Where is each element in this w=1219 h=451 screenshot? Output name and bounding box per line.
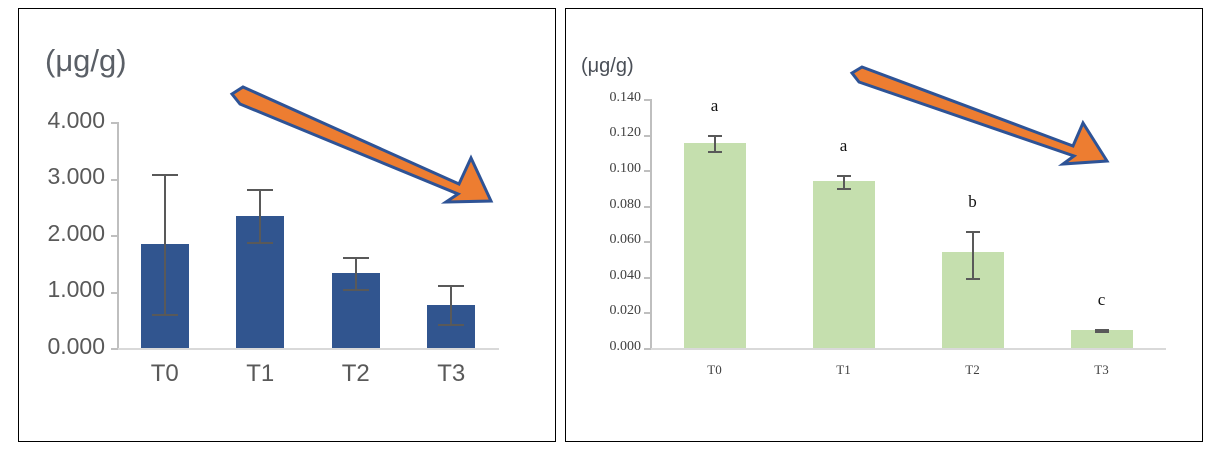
y-axis-tick-label: 0.060: [609, 232, 642, 248]
bar-t0[interactable]: [683, 143, 746, 348]
decreasing-trend-arrow-right: [849, 65, 1110, 166]
y-axis-line: [117, 122, 119, 349]
error-bar-cap-upper-t1: [247, 189, 274, 192]
error-bar-stem-t2: [971, 230, 974, 278]
x-axis-category-label-t3: T3: [437, 360, 466, 387]
error-bar-stem-t1: [259, 189, 262, 242]
bar-t3[interactable]: [1070, 330, 1133, 348]
y-axis-tick-label: 4.000: [47, 106, 105, 133]
error-bar-stem-t3: [450, 285, 453, 325]
error-bar-cap-lower-t3: [1094, 331, 1109, 334]
error-bar-cap-upper-t3: [438, 285, 465, 288]
bar-t1[interactable]: [812, 180, 875, 348]
error-bar-cap-lower-t0: [151, 314, 178, 317]
plot-area-left: (μg/g) 0.000 1.000 2.000 3.000 4.000 T0 T1 T2 T3: [19, 9, 555, 441]
x-axis-category-label-t0: T0: [707, 362, 722, 377]
error-bar-cap-lower-t2: [965, 277, 980, 280]
y-axis-tick-label: 1.000: [47, 276, 105, 303]
y-axis-tick: [644, 241, 651, 244]
y-axis-tick-label: 0.120: [609, 125, 642, 141]
error-bar-cap-upper-t0: [151, 173, 178, 176]
significance-letter-t1: a: [839, 135, 848, 155]
y-axis-tick-label: 2.000: [47, 219, 105, 246]
y-axis-tick: [644, 170, 651, 173]
y-axis-tick: [644, 99, 651, 101]
x-axis-category-label-t1: T1: [836, 362, 851, 377]
y-axis-tick: [644, 348, 651, 350]
y-axis-tick: [644, 276, 651, 279]
error-bar-cap-upper-t1: [836, 174, 851, 177]
error-bar-cap-upper-t2: [342, 257, 369, 260]
error-bar-cap-lower-t2: [342, 289, 369, 292]
y-axis-tick: [111, 348, 118, 350]
y-axis-tick-label: 0.140: [609, 89, 642, 105]
y-axis-tick: [111, 235, 118, 237]
y-axis-tick-label: 0.040: [609, 267, 642, 283]
y-axis-tick-label: 0.080: [609, 196, 642, 212]
plot-area-right: (μg/g) 0.000 0.020 0.040 0.060 0.080 0.100 0.1…: [566, 9, 1202, 441]
chart-panel-left: (μg/g) 0.000 1.000 2.000 3.000 4.000 T0 T1 T2 T3: [18, 8, 556, 442]
y-axis-tick-label: 3.000: [47, 163, 105, 190]
y-axis-unit-label-right: (μg/g): [581, 55, 634, 77]
error-bar-stem-t2: [354, 257, 357, 290]
y-axis-tick: [111, 122, 118, 124]
significance-letter-t3: c: [1097, 290, 1106, 310]
x-axis-category-label-t1: T1: [246, 360, 275, 387]
error-bar-cap-upper-t2: [965, 230, 980, 233]
error-bar-stem-t0: [713, 134, 716, 151]
significance-letter-t2: b: [968, 191, 977, 211]
y-axis-tick: [111, 178, 118, 181]
y-axis-unit-label-left: (μg/g): [45, 43, 127, 78]
x-axis-line: [650, 348, 1166, 350]
y-axis-tick: [644, 312, 651, 315]
significance-letter-t0: a: [710, 95, 719, 115]
error-bar-stem-t0: [163, 173, 166, 315]
x-axis-category-label-t2: T2: [341, 360, 370, 387]
error-bar-cap-lower-t1: [247, 241, 274, 244]
error-bar-stem-t1: [842, 174, 845, 188]
y-axis-tick-label: 0.000: [47, 332, 105, 359]
y-axis-tick-label: 0.000: [609, 338, 642, 354]
error-bar-cap-upper-t3: [1094, 329, 1109, 332]
error-bar-cap-upper-t0: [707, 134, 722, 137]
y-axis-tick: [644, 205, 651, 208]
chart-panel-right: (μg/g) 0.000 0.020 0.040 0.060 0.080 0.100 0.1…: [565, 8, 1203, 442]
y-axis-tick-label: 0.100: [609, 161, 642, 177]
y-axis-tick-label: 0.020: [609, 303, 642, 319]
error-bar-cap-lower-t1: [836, 187, 851, 190]
y-axis-tick: [644, 134, 651, 137]
error-bar-cap-lower-t0: [707, 150, 722, 153]
x-axis-line: [117, 348, 499, 350]
decreasing-trend-arrow-left: [229, 85, 494, 204]
y-axis-line: [650, 99, 652, 349]
x-axis-category-label-t0: T0: [150, 360, 179, 387]
y-axis-tick: [111, 291, 118, 294]
x-axis-category-label-t2: T2: [965, 362, 980, 377]
x-axis-category-label-t3: T3: [1094, 362, 1109, 377]
error-bar-cap-lower-t3: [438, 324, 465, 327]
